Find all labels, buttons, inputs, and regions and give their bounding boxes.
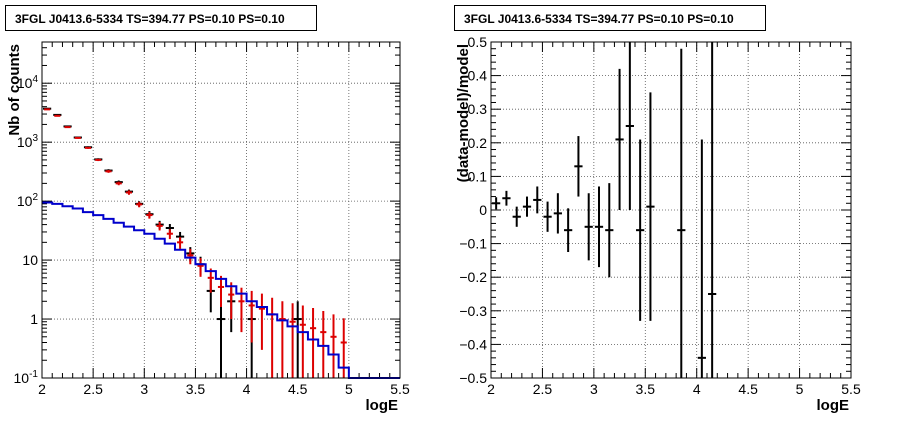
left-chart-title: 3FGL J0413.6-5334 TS=394.77 PS=0.10 PS=0… — [5, 5, 317, 31]
model-step-line — [42, 201, 400, 379]
model-point — [258, 293, 265, 350]
model-point — [289, 303, 296, 378]
model-point — [115, 181, 122, 186]
x-tick-label: 4.5 — [288, 381, 308, 397]
data-point — [615, 68, 624, 210]
data-point — [625, 42, 634, 210]
x-tick-label: 2 — [38, 381, 46, 397]
data-point — [564, 208, 573, 252]
y-tick-label: 103 — [17, 133, 39, 150]
model-point — [309, 307, 317, 378]
model-point — [84, 146, 92, 149]
y-axis-title: Nb of counts — [6, 44, 23, 136]
model-point — [248, 290, 255, 343]
x-tick-label: 3 — [590, 381, 598, 397]
counts-histogram-chart: 2 2.5 3 3.5 4 4.5 5 5.5 10-1 1 10 102 103 104 logE Nb o… — [6, 41, 410, 414]
x-tick-label: 3.5 — [636, 381, 656, 397]
model-point — [146, 211, 153, 219]
x-tick-label: 4.5 — [738, 381, 758, 397]
y-tick-label: 0 — [479, 202, 487, 218]
y-tick-label: −0.2 — [459, 269, 487, 285]
data-point — [492, 197, 501, 210]
data-point — [502, 190, 511, 206]
model-point — [228, 282, 235, 320]
y-tick-label: −0.4 — [459, 336, 487, 352]
y-tick-label: 10-1 — [14, 369, 39, 386]
model-point — [217, 275, 225, 308]
residuals-chart: 2 2.5 3 3.5 4 4.5 5 5.5 −0.5 −0.4 −0.3 −0.2 −0.1 0 0.1… — [455, 34, 861, 414]
model-point — [54, 114, 61, 117]
data-point — [216, 301, 226, 378]
y-tick-label: 0.2 — [468, 135, 488, 151]
data-point — [553, 193, 562, 234]
x-tick-label: 5.5 — [390, 381, 410, 397]
data-point — [708, 42, 717, 378]
data-point — [574, 136, 583, 197]
model-point — [299, 305, 306, 378]
model-point — [136, 201, 143, 208]
y-tick-label: 102 — [17, 192, 39, 209]
model-point — [207, 268, 214, 293]
x-axis-title: logE — [366, 397, 399, 414]
x-tick-label: 2.5 — [83, 381, 103, 397]
data-point — [512, 206, 521, 227]
x-tick-label: 3 — [140, 381, 148, 397]
data-point — [594, 186, 604, 268]
data-point — [584, 193, 593, 261]
x-tick-label: 5 — [796, 381, 804, 397]
y-tick-label: 0.1 — [468, 168, 488, 184]
data-point — [636, 139, 645, 321]
x-tick-label: 5.5 — [841, 381, 861, 397]
model-point — [156, 222, 163, 231]
y-tick-label: −0.5 — [459, 370, 487, 386]
data-point — [293, 301, 302, 378]
y-tick-label: 10 — [22, 252, 38, 268]
y-tick-label: 0.5 — [468, 34, 488, 50]
model-point — [197, 258, 204, 277]
data-point — [677, 48, 686, 378]
x-tick-label: 2 — [487, 381, 495, 397]
model-point — [125, 190, 133, 195]
data-point — [697, 139, 706, 378]
y-axis-title: (data-model)/model — [455, 44, 472, 182]
data-point — [543, 201, 552, 232]
model-point — [238, 287, 245, 333]
model-point — [320, 310, 327, 378]
y-tick-label: 0.4 — [468, 68, 488, 84]
model-point — [64, 126, 71, 129]
model-point — [166, 229, 173, 240]
plot-frame — [41, 41, 401, 379]
model-point — [74, 136, 81, 139]
x-tick-label: 5 — [345, 381, 353, 397]
y-tick-label: 1 — [30, 311, 38, 327]
model-point — [95, 158, 102, 162]
data-point — [522, 196, 532, 217]
model-point — [279, 301, 286, 378]
model-point — [330, 314, 337, 378]
data-point — [646, 92, 655, 321]
plot-frame — [490, 41, 852, 379]
model-point — [105, 169, 112, 173]
y-tick-label: −0.3 — [459, 303, 487, 319]
data-point — [533, 186, 542, 214]
model-point — [177, 237, 184, 249]
model-point — [187, 248, 194, 265]
y-tick-label: 0.3 — [468, 101, 488, 117]
model-point — [44, 108, 51, 111]
data-point — [605, 183, 614, 278]
right-chart-title: 3FGL J0413.6-5334 TS=394.77 PS=0.10 PS=0… — [454, 5, 766, 31]
x-tick-label: 3.5 — [186, 381, 206, 397]
x-tick-label: 2.5 — [533, 381, 553, 397]
x-tick-label: 4 — [693, 381, 701, 397]
x-axis-title: logE — [817, 397, 850, 414]
y-tick-label: −0.1 — [459, 236, 487, 252]
x-tick-label: 4 — [243, 381, 251, 397]
y-tick-label: 104 — [17, 74, 39, 91]
